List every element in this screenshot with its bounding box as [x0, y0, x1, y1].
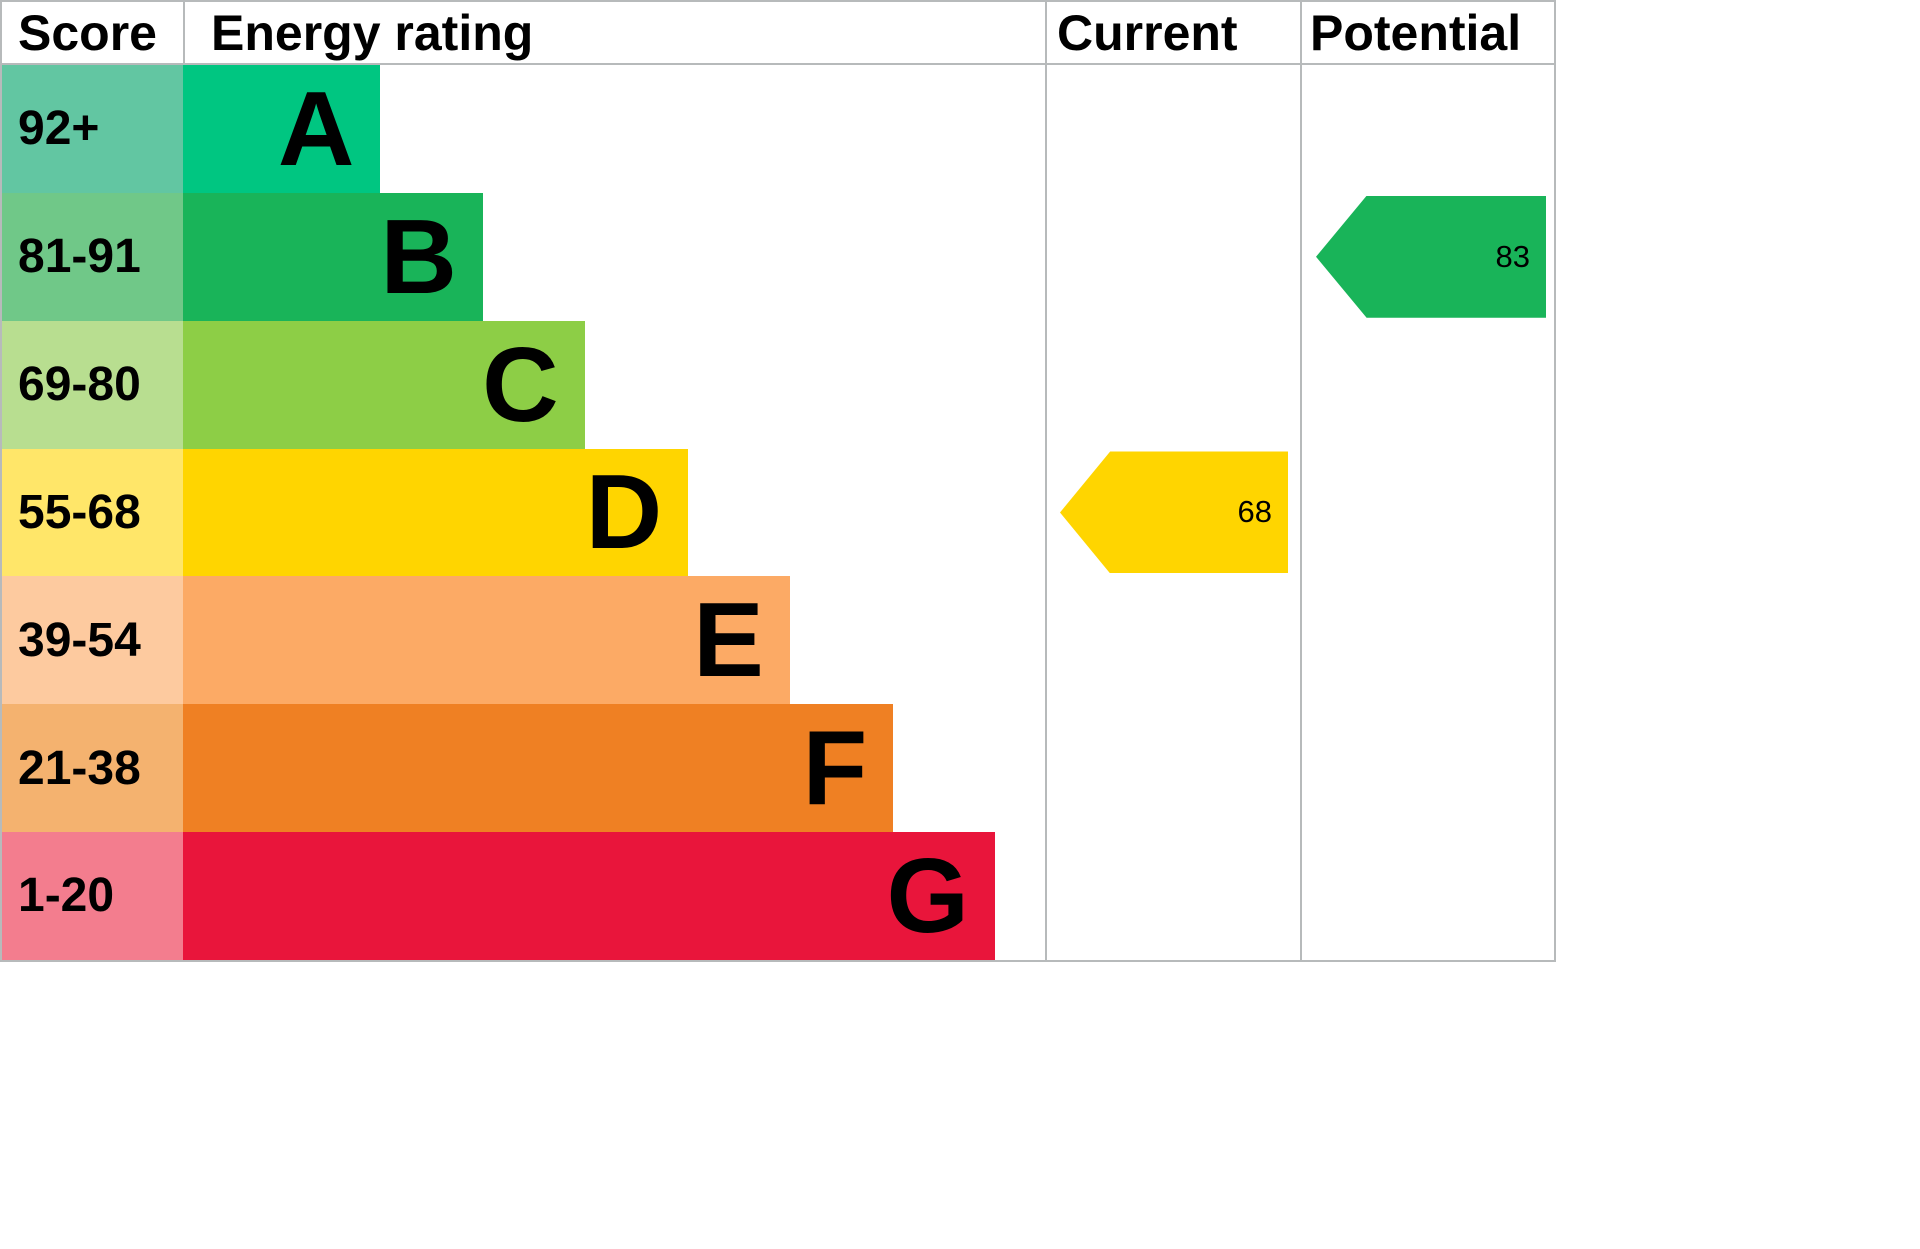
score-cell: 21-38: [2, 704, 183, 833]
potential-marker-arrow: 83: [1316, 195, 1546, 318]
header-score: Score: [18, 4, 157, 61]
rating-bar: E: [183, 576, 790, 705]
rating-letter: C: [482, 325, 559, 444]
rating-letter: B: [380, 197, 457, 316]
rating-bar: D: [183, 448, 689, 577]
band-row: 55-68 D: [2, 448, 1554, 577]
score-label: 55-68: [18, 485, 141, 539]
rating-bar: G: [183, 832, 995, 960]
header-row: Score Energy rating Current Potential: [2, 2, 1554, 65]
score-label: 92+: [18, 102, 100, 156]
score-cell: 39-54: [2, 576, 183, 705]
score-label: 1-20: [18, 869, 115, 923]
band-row: 39-54 E: [2, 576, 1554, 705]
rating-letter: D: [585, 453, 663, 572]
rating-bar: B: [183, 192, 483, 321]
header-energy-rating: Energy rating: [211, 4, 534, 61]
rating-letter: F: [802, 709, 868, 828]
current-column-divider: [1045, 2, 1047, 960]
score-cell: 81-91: [2, 192, 183, 321]
rating-letter: G: [886, 836, 969, 955]
score-cell: 69-80: [2, 320, 183, 449]
band-row: 21-38 F: [2, 704, 1554, 833]
score-label: 39-54: [18, 613, 141, 667]
score-label: 21-38: [18, 741, 141, 795]
score-label: 81-91: [18, 230, 141, 284]
band-row: 92+ A: [2, 65, 1554, 193]
rating-letter: A: [277, 69, 355, 188]
current-value: 68: [1237, 494, 1272, 530]
rating-letter: E: [693, 581, 764, 700]
band-row: 1-20 G: [2, 832, 1554, 960]
rating-bar: F: [183, 704, 894, 833]
band-row: 69-80 C: [2, 320, 1554, 449]
score-column-divider: [183, 2, 185, 65]
rating-bar: A: [183, 65, 381, 193]
potential-value: 83: [1495, 238, 1530, 274]
potential-column-divider: [1300, 2, 1302, 960]
epc-rating-chart: Score Energy rating Current Potential 92…: [0, 0, 1556, 962]
score-cell: 92+: [2, 65, 183, 193]
current-marker-arrow: 68: [1060, 451, 1288, 574]
score-cell: 1-20: [2, 832, 183, 960]
score-cell: 55-68: [2, 448, 183, 577]
score-label: 69-80: [18, 358, 141, 412]
header-current: Current: [1057, 4, 1238, 61]
header-potential: Potential: [1310, 4, 1522, 61]
rating-bar: C: [183, 320, 585, 449]
band-row: 81-91 B: [2, 192, 1554, 321]
